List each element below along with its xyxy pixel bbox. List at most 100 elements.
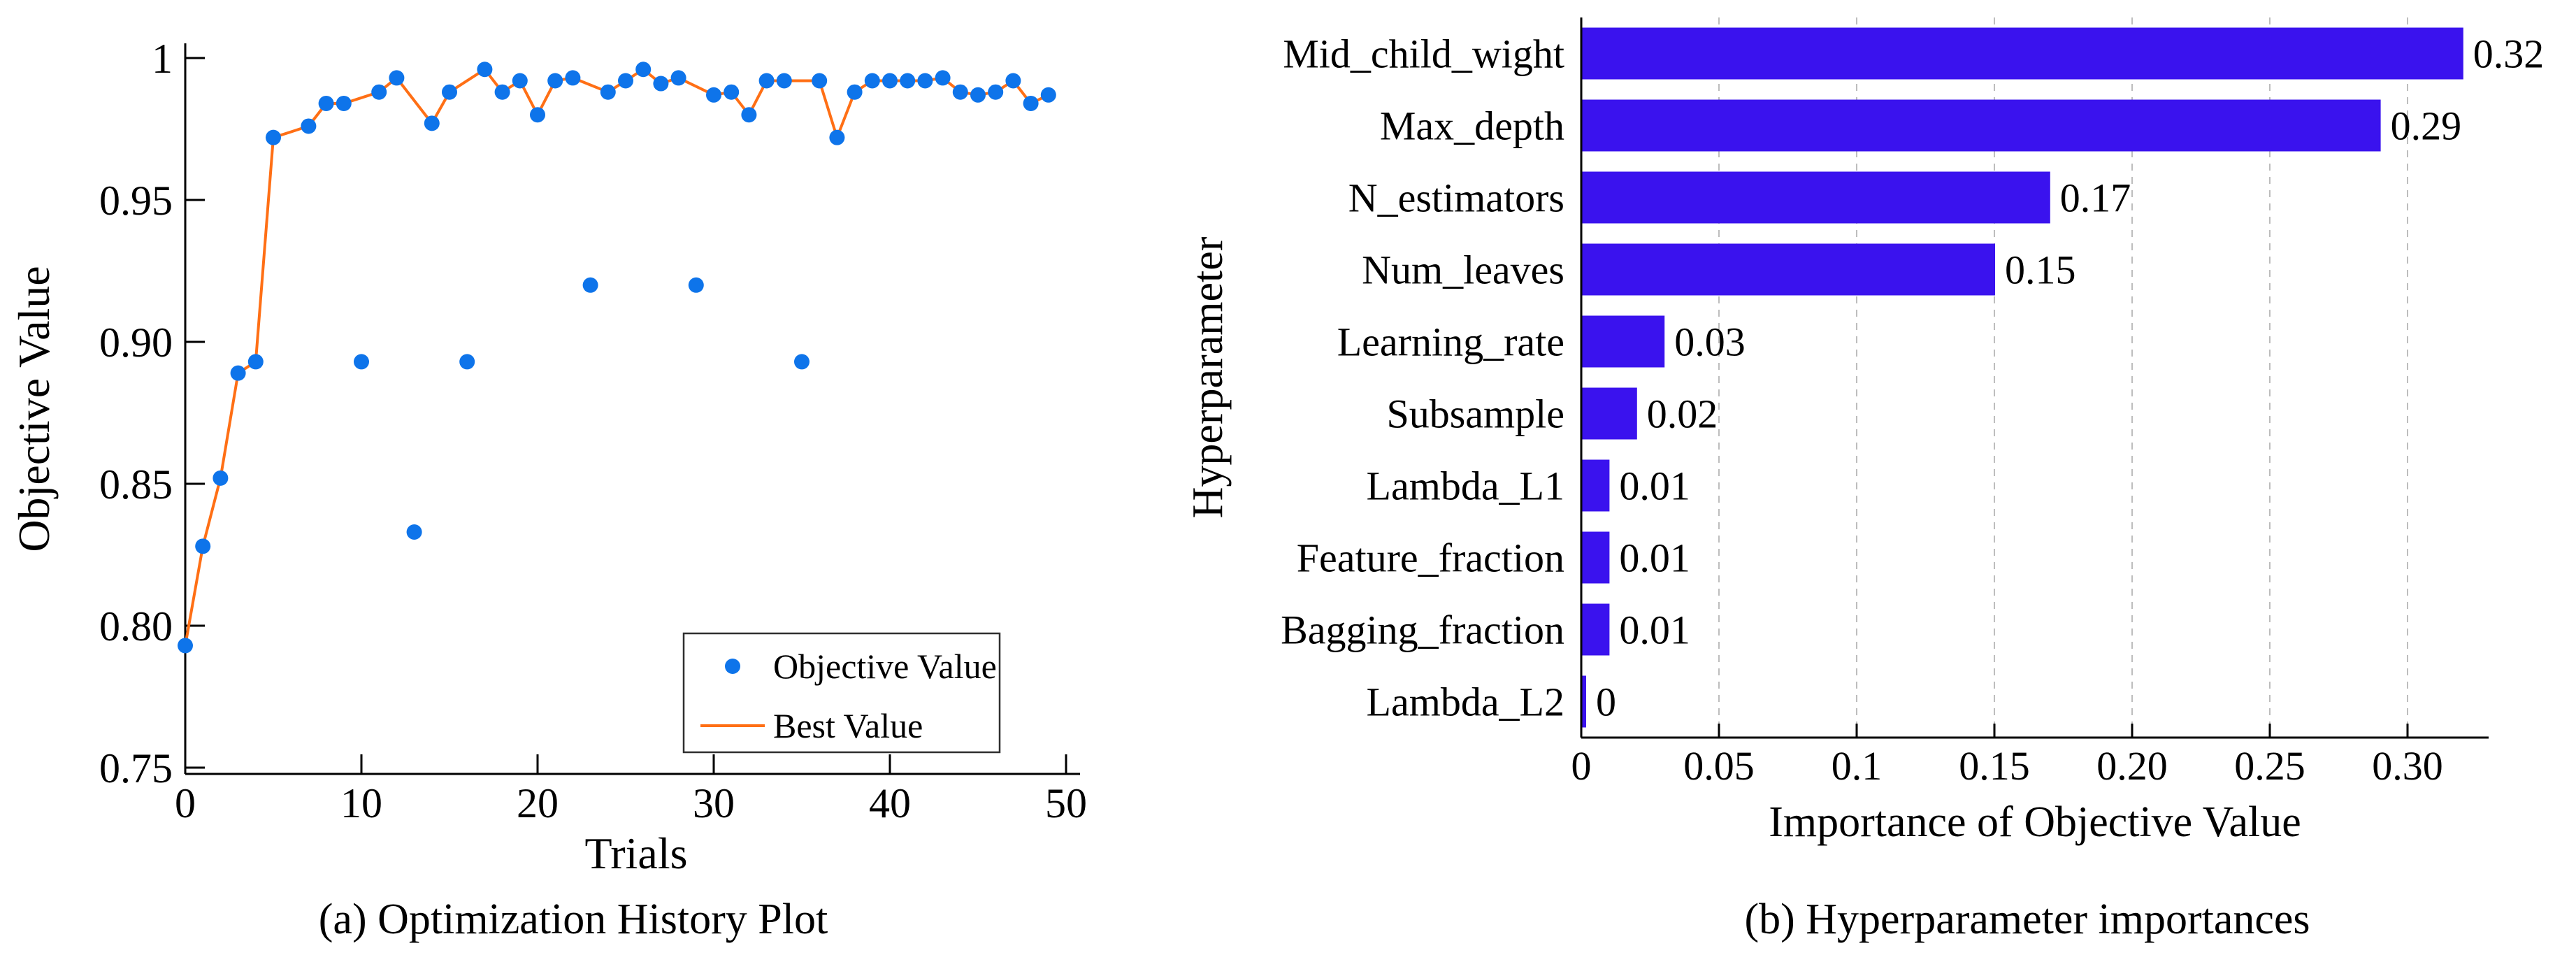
- category-label: Num_leaves: [1362, 247, 1564, 293]
- objective-value-point: [442, 84, 457, 100]
- objective-value-point: [230, 365, 246, 381]
- importance-bar: [1582, 459, 1610, 512]
- objective-value-point: [247, 354, 264, 370]
- legend-box: [682, 632, 1001, 754]
- y-axis-title: Hyperparameter: [1184, 236, 1232, 518]
- objective-value-point: [1023, 95, 1039, 111]
- x-tick-label: 0.15: [1959, 743, 2030, 789]
- y-tick-label: 0.90: [99, 319, 173, 366]
- importance-bar: [1582, 387, 1637, 440]
- objective-value-point: [266, 129, 281, 145]
- optimization-history-chart: 1 0.95 0.90 0.85 0.80 0.750 10 20 30 40 50 Trials Ob…: [9, 36, 1087, 878]
- x-tick-label: 0.20: [2096, 743, 2168, 789]
- objective-value-point: [670, 70, 686, 86]
- category-label: N_estimators: [1348, 175, 1564, 221]
- objective-value-point: [917, 73, 933, 89]
- caption-hyperparameter-importances: (b) Hyperparameter importances: [1744, 896, 2310, 943]
- importance-bar: [1582, 27, 2463, 80]
- x-tick-label: 10: [340, 780, 382, 826]
- category-label: Learning_rate: [1337, 319, 1564, 365]
- objective-value-point: [935, 70, 951, 86]
- x-tick-label: 0: [1571, 743, 1592, 789]
- importance-bar: [1582, 603, 1610, 656]
- objective-value-point: [829, 129, 845, 145]
- objective-value-point: [477, 62, 493, 78]
- objective-value-point: [354, 354, 369, 370]
- importance-bar: [1582, 315, 1665, 368]
- y-axis-title: Objective Value: [9, 266, 59, 552]
- category-label: Lambda_L2: [1367, 680, 1564, 725]
- objective-value-point: [1005, 73, 1021, 89]
- objective-value-point: [864, 73, 880, 89]
- category-label: Mid_child_wight: [1283, 31, 1564, 77]
- objective-value-point: [530, 107, 545, 123]
- objective-value-point: [688, 277, 704, 293]
- objective-value-point: [547, 73, 563, 89]
- objective-value-point: [565, 70, 581, 86]
- hyperparameter-importance-chart: 0.32 Mid_child_wight 0.29 Max_depth 0.17 N_es…: [1184, 17, 2544, 846]
- objective-value-point: [776, 73, 792, 89]
- bar-value-label: 0.03: [1674, 319, 1746, 365]
- bar-value-label: 0.29: [2391, 103, 2462, 149]
- objective-value-point: [724, 84, 740, 100]
- objective-value-point: [794, 354, 810, 370]
- objective-value-point: [494, 84, 510, 100]
- caption-optimization-history: (a) Optimization History Plot: [318, 896, 828, 943]
- objective-value-point: [882, 73, 898, 89]
- y-tick-label: 0.80: [99, 603, 173, 649]
- bar-value-label: 0.02: [1647, 392, 1718, 437]
- objective-value-point: [178, 638, 193, 654]
- category-label: Feature_fraction: [1297, 536, 1564, 581]
- objective-value-point: [758, 73, 775, 89]
- objective-value-point: [618, 73, 633, 89]
- objective-value-point: [318, 95, 334, 111]
- importance-bar: [1582, 99, 2381, 152]
- objective-value-point: [847, 84, 863, 100]
- category-label: Max_depth: [1380, 103, 1564, 149]
- objective-value-point: [424, 115, 440, 131]
- objective-value-point: [1040, 87, 1056, 103]
- best-value-line: [184, 68, 1049, 646]
- objective-value-point: [301, 118, 317, 134]
- category-label: Subsample: [1386, 392, 1564, 437]
- category-label: Bagging_fraction: [1281, 608, 1564, 653]
- legend-label-best-value: Best Value: [773, 706, 923, 745]
- objective-value-point: [582, 277, 598, 293]
- objective-value-point: [706, 87, 721, 103]
- objective-value-point: [195, 538, 211, 554]
- objective-value-point: [600, 84, 616, 100]
- category-label: Lambda_L1: [1367, 464, 1564, 509]
- objective-value-point: [635, 62, 652, 78]
- objective-value-point: [970, 87, 986, 103]
- importance-bar: [1582, 243, 1995, 296]
- x-tick-label: 0: [175, 780, 196, 826]
- objective-value-point: [336, 95, 352, 111]
- objective-value-point: [213, 470, 229, 486]
- objective-value-point: [371, 84, 387, 100]
- x-tick-label: 0.1: [1832, 743, 1883, 789]
- bar-value-label: 0.01: [1619, 608, 1690, 653]
- objective-value-point: [512, 73, 528, 89]
- bar-value-label: 0.17: [2060, 175, 2131, 221]
- x-tick-label: 30: [693, 780, 735, 826]
- objective-value-point: [952, 84, 968, 100]
- objective-value-point: [406, 524, 422, 540]
- objective-value-point: [900, 73, 916, 89]
- objective-value-point: [741, 107, 757, 123]
- objective-value-point: [459, 354, 475, 370]
- objective-value-point: [988, 84, 1004, 100]
- y-tick-label: 0.95: [99, 178, 173, 224]
- objective-value-point: [653, 76, 669, 92]
- bar-value-label: 0.32: [2473, 31, 2545, 77]
- x-tick-label: 50: [1045, 780, 1087, 826]
- importance-bar: [1582, 675, 1586, 728]
- x-axis-title: Trials: [584, 828, 687, 878]
- bar-value-label: 0.01: [1619, 536, 1690, 581]
- x-tick-label: 40: [869, 780, 911, 826]
- y-tick-label: 1: [152, 36, 173, 82]
- x-tick-label: 20: [517, 780, 559, 826]
- bar-value-label: 0.01: [1619, 464, 1690, 509]
- legend-label-objective-value: Objective Value: [773, 647, 997, 686]
- x-axis-title: Importance of Objective Value: [1769, 798, 2301, 846]
